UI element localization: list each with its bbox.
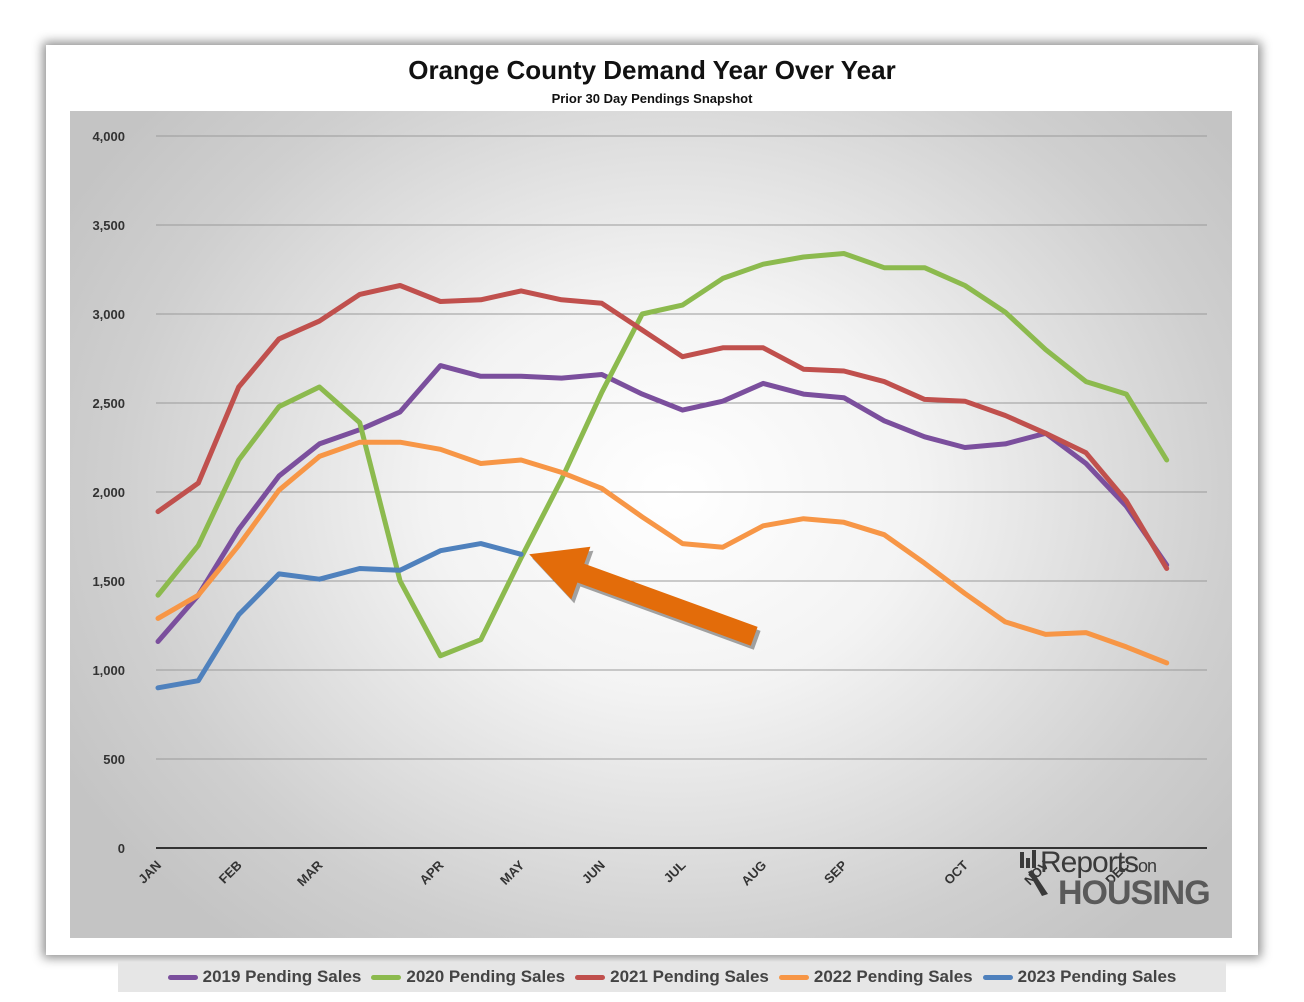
legend-item: 2019 Pending Sales xyxy=(167,967,362,987)
x-tick-label: MAR xyxy=(294,857,326,889)
y-tick-label: 4,000 xyxy=(92,129,125,144)
logo-word-reports: Reports xyxy=(1040,846,1139,879)
reports-on-housing-logo: Reportson HOUSING xyxy=(1018,846,1228,916)
legend-item: 2020 Pending Sales xyxy=(371,967,565,987)
logo-word-housing: HOUSING xyxy=(1058,874,1211,912)
x-tick-label: OCT xyxy=(941,857,971,887)
logo-top-text: Reportson xyxy=(1040,846,1157,880)
logo-word-on: on xyxy=(1138,856,1157,876)
y-tick-label: 1,500 xyxy=(92,574,125,589)
legend-label: 2023 Pending Sales xyxy=(1017,967,1177,986)
legend-swatch xyxy=(778,974,809,980)
plot-area: 0 500 1,000 1,500 2,000 2,500 3,000 3,500 4,000 … xyxy=(70,111,1232,992)
chart-frame: Orange County Demand Year Over Year Prio… xyxy=(46,45,1258,992)
y-tick-label: 3,500 xyxy=(92,218,125,233)
legend-swatch xyxy=(167,974,198,980)
y-tick-label: 2,000 xyxy=(92,485,125,500)
x-tick-label: FEB xyxy=(216,858,245,887)
x-tick-label: JUN xyxy=(579,858,608,887)
x-tick-label: SEP xyxy=(821,857,850,886)
legend-swatch xyxy=(982,974,1013,980)
y-tick-label: 0 xyxy=(118,841,125,856)
x-tick-label: APR xyxy=(417,857,447,887)
series-line-2022 xyxy=(155,439,1170,666)
y-tick-label: 500 xyxy=(103,752,125,767)
legend-label: 2021 Pending Sales xyxy=(610,967,769,986)
x-tick-label: AUG xyxy=(738,858,769,889)
series-line-2020 xyxy=(155,251,1170,659)
legend-item: 2022 Pending Sales xyxy=(778,967,973,987)
chart-subtitle: Prior 30 Day Pendings Snapshot xyxy=(551,91,753,106)
annotation-arrow xyxy=(529,546,758,646)
x-tick-label: JUL xyxy=(661,857,689,885)
series-line-2023 xyxy=(155,541,524,691)
series-line-2021 xyxy=(155,283,1170,571)
x-tick-label: JAN xyxy=(135,858,164,887)
legend-label: 2020 Pending Sales xyxy=(406,967,566,986)
y-tick-label: 3,000 xyxy=(92,307,125,322)
y-tick-label: 2,500 xyxy=(92,396,125,411)
chart-title: Orange County Demand Year Over Year xyxy=(408,55,896,85)
y-tick-label: 1,000 xyxy=(92,663,125,678)
legend-label: 2019 Pending Sales xyxy=(202,967,362,986)
series-line-2019 xyxy=(155,363,1170,644)
x-tick-label: MAY xyxy=(497,857,527,887)
legend-swatch xyxy=(575,974,606,980)
line-chart: 05001,0001,5002,0002,5003,0003,5004,000 … xyxy=(92,129,1207,889)
legend-label: 2022 Pending Sales xyxy=(813,967,973,986)
legend-swatch xyxy=(371,974,402,980)
legend-item: 2023 Pending Sales xyxy=(982,967,1177,987)
legend-item: 2021 Pending Sales xyxy=(575,967,769,987)
chart-legend: 2019 Pending Sales 2020 Pending Sales 2021… xyxy=(118,962,1226,992)
logo-mark-icon xyxy=(1020,850,1048,896)
